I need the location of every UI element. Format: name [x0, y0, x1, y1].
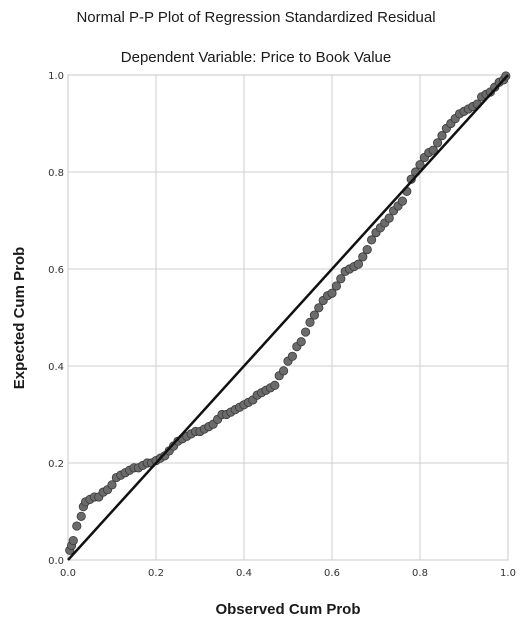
data-point [437, 131, 447, 141]
data-point [68, 535, 78, 546]
data-point [270, 380, 280, 390]
y-tick-label: 0.0 [48, 556, 64, 567]
data-point [432, 138, 443, 148]
y-tick-label: 0.2 [48, 459, 64, 470]
data-point [278, 366, 289, 376]
y-tick-label: 0.6 [48, 265, 64, 276]
x-tick-label: 0.4 [236, 568, 252, 579]
x-axis-label: Observed Cum Prob [215, 601, 360, 618]
data-point [358, 252, 368, 262]
x-tick-label: 0.2 [148, 568, 164, 579]
data-point [107, 480, 117, 490]
x-tick-label: 1.0 [500, 568, 516, 579]
data-point [384, 213, 394, 223]
x-tick-label: 0.8 [412, 568, 428, 579]
data-point [296, 337, 306, 347]
reference-line [67, 74, 509, 561]
data-point [76, 511, 86, 521]
data-points [65, 71, 511, 555]
data-point [305, 317, 315, 327]
y-tick-label: 1.0 [48, 71, 64, 82]
chart-subtitle: Dependent Variable: Price to Book Value [121, 49, 391, 66]
y-tick-label: 0.8 [48, 168, 64, 179]
data-point [397, 196, 407, 206]
data-point [336, 274, 346, 284]
x-tick-label: 0.0 [60, 568, 76, 579]
tick-labels: 0.0 0.2 0.4 0.6 0.8 1.0 0.0 0.2 0.4 0.6 0.8 1.0 [48, 71, 516, 579]
data-point [331, 281, 341, 291]
x-tick-label: 0.6 [324, 568, 340, 579]
y-tick-label: 0.4 [48, 362, 64, 373]
data-point [366, 235, 377, 245]
data-point [327, 288, 337, 298]
data-point [353, 259, 363, 269]
data-point [309, 310, 319, 320]
data-point [415, 160, 425, 170]
data-point [314, 303, 324, 313]
data-point [362, 245, 372, 255]
data-point [72, 521, 82, 531]
data-point [300, 327, 311, 337]
data-point [287, 351, 297, 361]
data-point [428, 145, 438, 155]
y-axis-label: Expected Cum Prob [11, 247, 28, 390]
chart-title: Normal P-P Plot of Regression Standardiz… [76, 9, 435, 26]
